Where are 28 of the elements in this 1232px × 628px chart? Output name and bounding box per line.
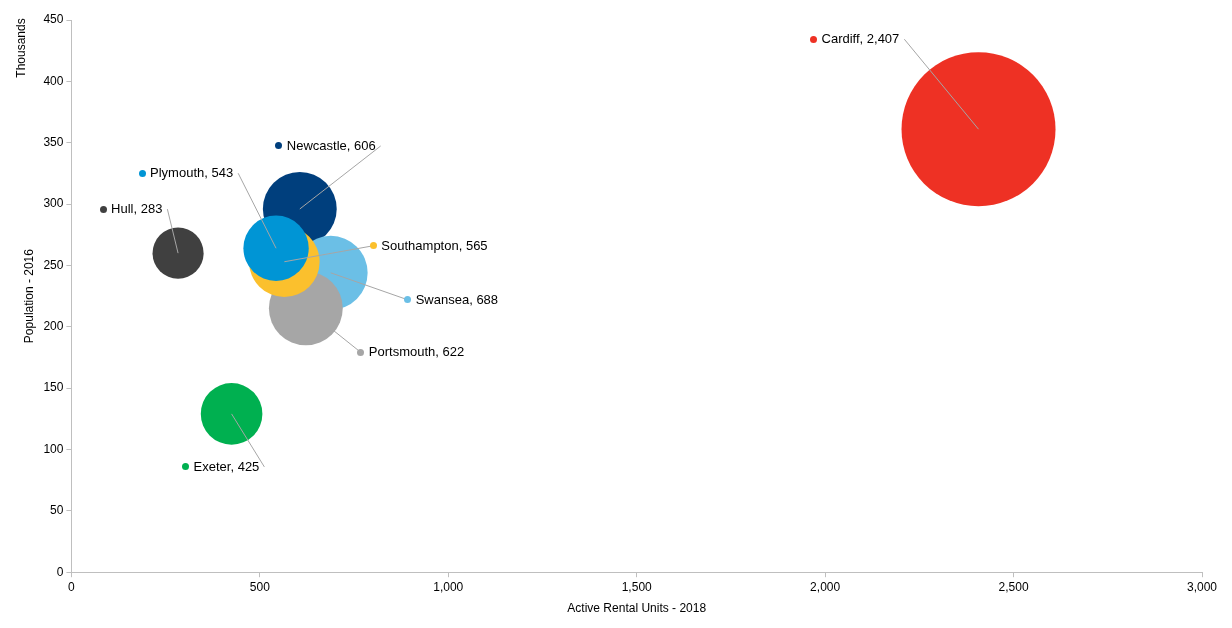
y-tick-label: 400	[43, 73, 64, 88]
y-tick-label: 350	[43, 135, 64, 150]
y-tick-label: 300	[43, 196, 64, 211]
annotation: Portsmouth, 622	[368, 344, 465, 361]
x-tick-label: 0	[68, 579, 76, 594]
y-tick-label: 100	[43, 441, 64, 456]
annotation: Newcastle, 606	[286, 137, 376, 154]
annotation: Plymouth, 543	[150, 165, 234, 182]
annotation: Hull, 283	[111, 201, 163, 218]
annotation: Southampton, 565	[381, 237, 488, 254]
y-tick-label: 200	[43, 319, 64, 334]
x-axis-title: Active Rental Units - 2018	[567, 601, 707, 616]
x-tick-label: 3,000	[1186, 579, 1218, 594]
y-tick-label: 150	[43, 380, 64, 395]
y-tick-label: 0	[56, 564, 64, 579]
x-tick-label: 2,500	[998, 579, 1029, 594]
x-tick-label: 1,500	[621, 579, 653, 594]
y-tick-label: 50	[50, 503, 64, 518]
y-tick-label: 250	[43, 257, 64, 272]
x-tick-label: 1,000	[433, 579, 464, 594]
x-tick-label: 2,000	[810, 579, 841, 594]
y-tick-label: 450	[43, 12, 64, 27]
y-axis-title: Population - 2016	[21, 248, 36, 344]
x-tick-label: 500	[249, 579, 271, 594]
text: Thousands	[13, 18, 28, 78]
annotation: Cardiff, 2,407	[821, 31, 900, 48]
annotation: Swansea, 688	[415, 291, 499, 308]
annotation: Exeter, 425	[193, 458, 260, 475]
